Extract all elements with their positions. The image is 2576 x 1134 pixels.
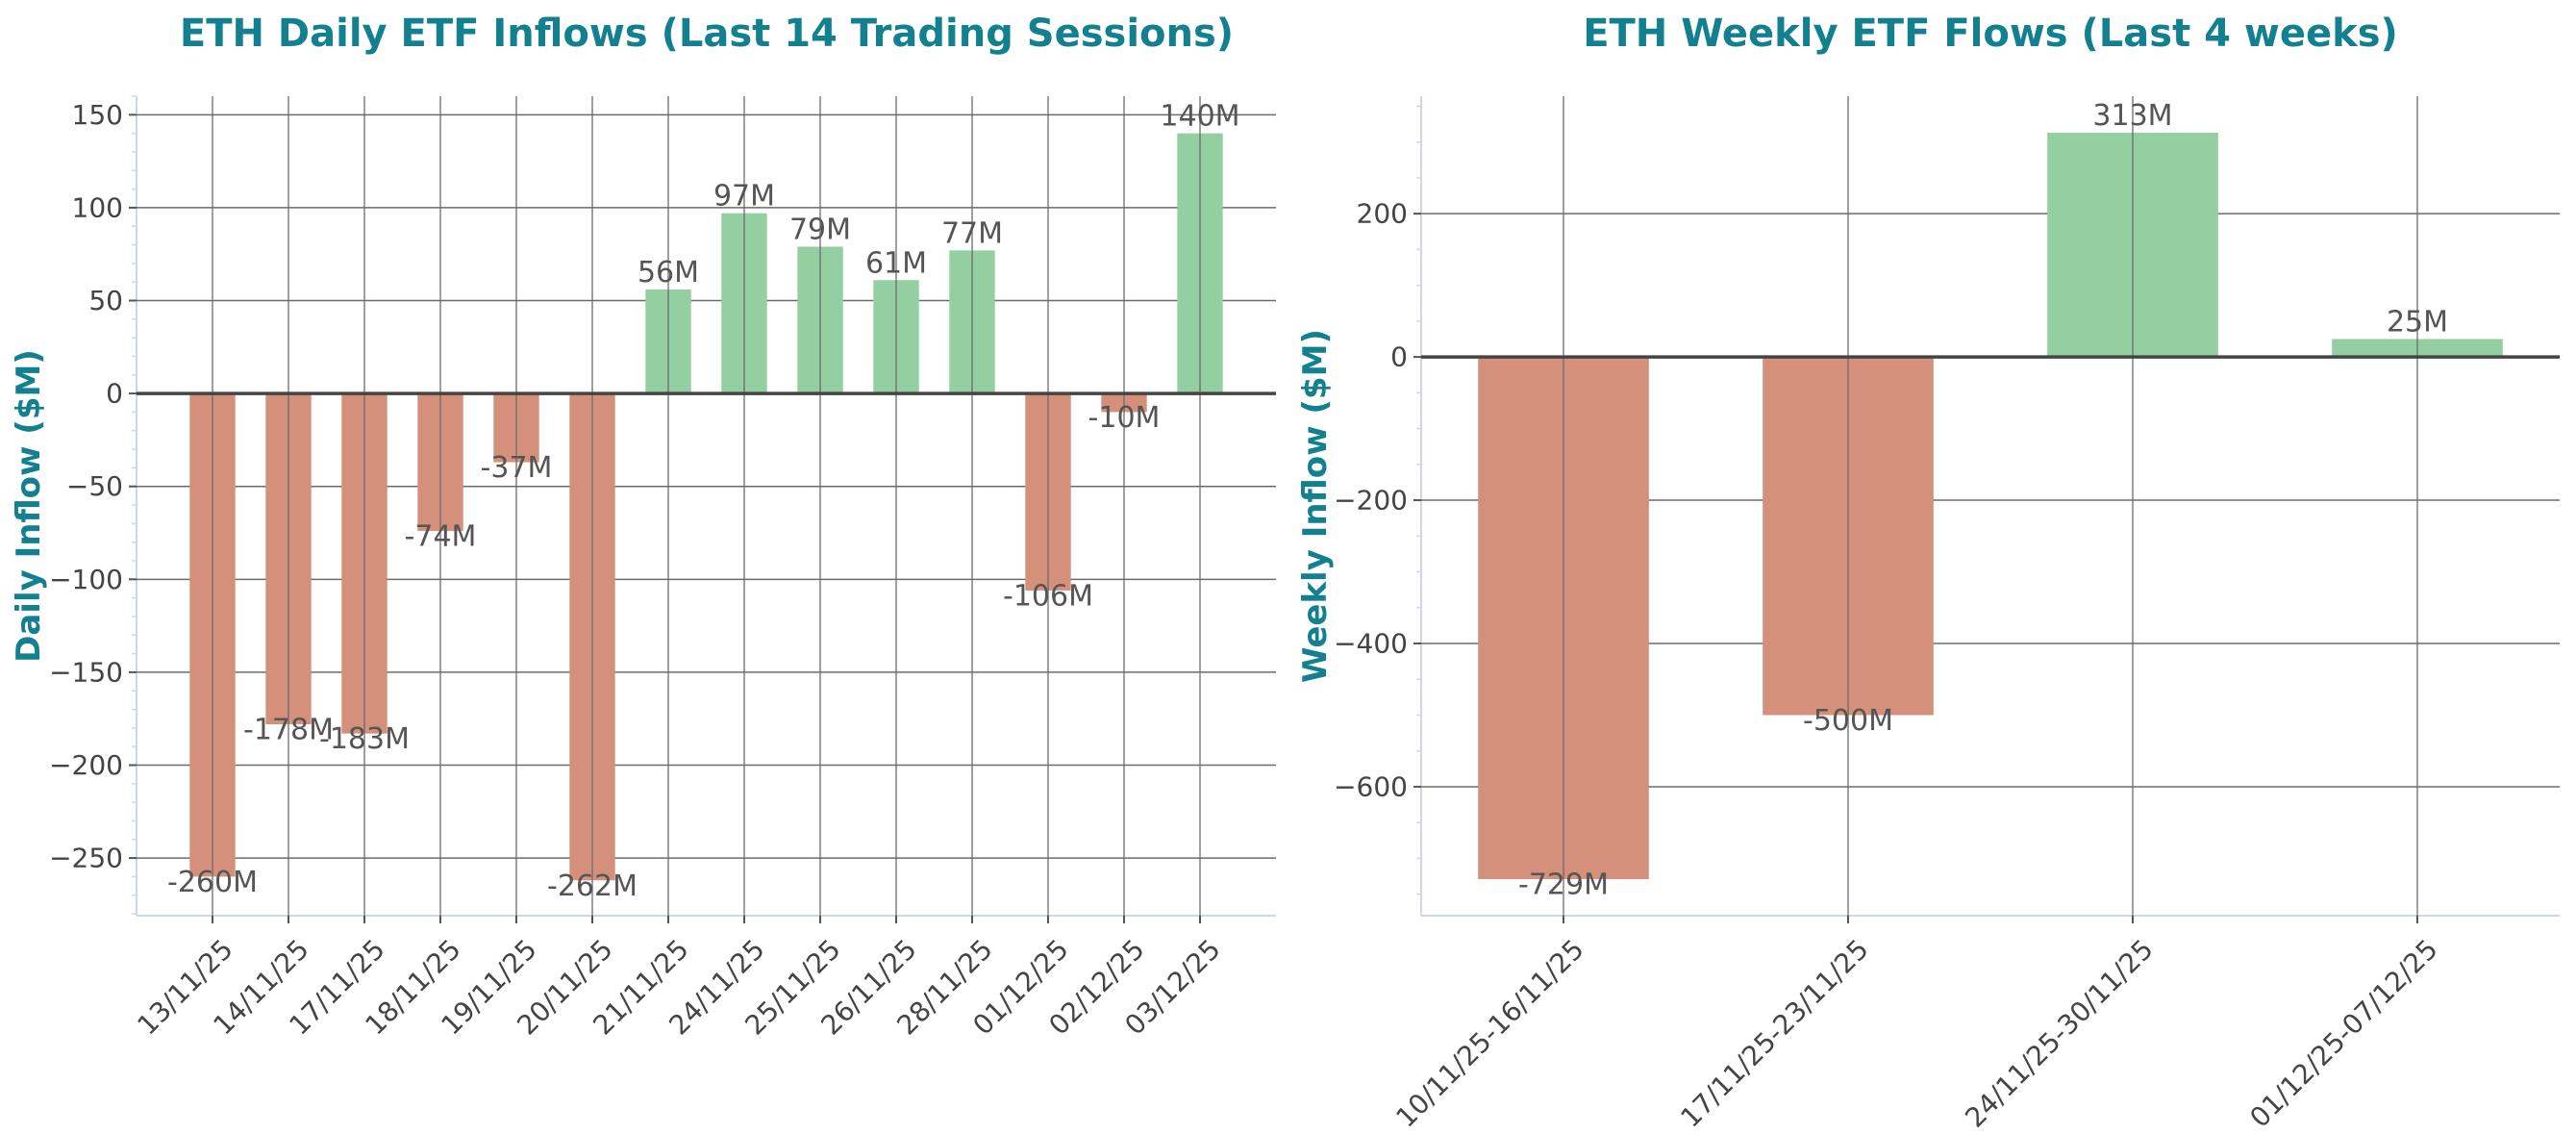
chart-panel-0: ETH Daily ETF Inflows (Last 14 Trading S…	[10, 12, 1276, 1042]
chart-title: ETH Weekly ETF Flows (Last 4 weeks)	[1583, 12, 2398, 56]
y-tick-label: −250	[49, 843, 123, 874]
data-label: -500M	[1803, 704, 1893, 738]
y-tick-label: 200	[1357, 198, 1408, 230]
chart-title: ETH Daily ETF Inflows (Last 14 Trading S…	[180, 12, 1234, 56]
data-label: -178M	[243, 714, 334, 747]
data-label: 56M	[638, 256, 699, 290]
data-label: -37M	[481, 451, 553, 485]
data-label: 79M	[789, 213, 851, 246]
y-axis-label: Weekly Inflow ($M)	[1296, 329, 1335, 683]
data-label: 25M	[2387, 305, 2448, 339]
data-label: 61M	[865, 246, 927, 280]
y-tick-label: 100	[72, 191, 123, 223]
data-label: 140M	[1160, 100, 1239, 134]
y-tick-label: 0	[106, 378, 123, 410]
data-label: 97M	[713, 180, 775, 214]
x-tick-label: 17/11/25-23/11/25	[1674, 933, 1874, 1130]
data-label: -106M	[1003, 579, 1093, 613]
y-tick-label: 0	[1390, 341, 1408, 373]
y-tick-label: −200	[1334, 485, 1408, 517]
data-label: -260M	[167, 866, 258, 899]
y-tick-label: −100	[49, 564, 123, 595]
data-label: -183M	[319, 722, 410, 756]
y-tick-label: −200	[49, 749, 123, 781]
x-tick-label: 01/12/25-07/12/25	[2243, 933, 2443, 1130]
data-label: 77M	[941, 216, 1003, 250]
y-tick-label: −50	[66, 470, 123, 502]
data-label: -729M	[1518, 869, 1609, 902]
data-label: 313M	[2092, 99, 2172, 133]
x-tick-label: 10/11/25-16/11/25	[1389, 933, 1589, 1130]
chart-panel-1: ETH Weekly ETF Flows (Last 4 weeks) Weekl…	[1296, 12, 2560, 1134]
y-tick-label: 150	[72, 99, 123, 131]
data-label: -10M	[1088, 401, 1161, 435]
y-tick-label: −400	[1334, 627, 1408, 659]
data-label: -74M	[405, 520, 477, 554]
y-tick-label: 50	[88, 285, 123, 316]
data-label: -262M	[547, 869, 638, 903]
y-axis-label: Daily Inflow ($M)	[10, 349, 48, 663]
y-tick-label: −600	[1334, 770, 1408, 802]
y-tick-label: −150	[49, 656, 123, 688]
x-tick-label: 24/11/25-30/11/25	[1959, 933, 2159, 1130]
